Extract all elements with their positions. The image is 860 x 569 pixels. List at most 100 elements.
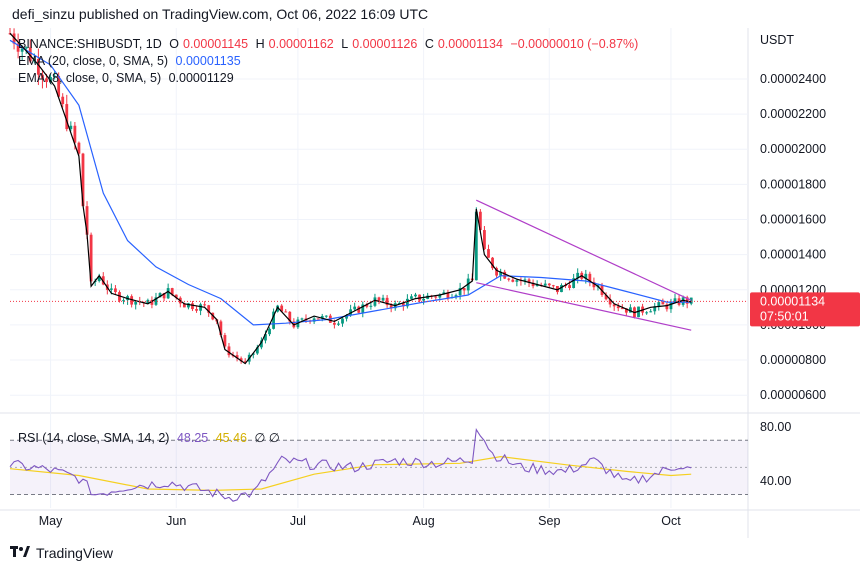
candle-body [515,280,519,282]
candle-body [665,304,669,310]
candle-body [377,297,381,301]
ema20-legend[interactable]: EMA (20, close, 0, SMA, 5) 0.00001135 [18,54,245,68]
candle-body [511,279,515,282]
candle-body [649,311,653,313]
candle-body [474,211,478,281]
candle-body [689,297,693,304]
candle-body [458,287,462,296]
candle-body [312,318,316,322]
price-tick-label: 0.00002000 [760,142,826,156]
rsi-flags: ∅ ∅ [254,431,280,445]
candle-body [154,297,158,305]
candle-body [624,308,628,313]
candle-body [454,295,458,298]
candle-body [320,316,324,319]
footer: TradingView [10,545,113,561]
candle-body [227,346,231,356]
candle-body [16,43,20,52]
candle-body [223,335,227,347]
ema8-legend[interactable]: EMA (8, close, 0, SMA, 5) 0.00001129 [18,71,238,85]
candle-body [491,257,494,269]
candle-body [300,318,304,320]
candle-body [560,285,563,293]
candle-body [53,75,57,78]
publish-header: defi_sinzu published on TradingView.com,… [12,6,429,22]
candle-body [681,297,685,305]
time-tick-label: May [39,514,63,528]
candle-body [604,294,608,300]
candle-body [45,78,48,83]
candle-body [612,304,616,307]
candle-body [264,334,267,341]
close-value: 0.00001134 [437,37,503,51]
change-value: −0.00000010 (−0.87%) [510,37,639,51]
candle-body [345,315,348,319]
candle-body [507,278,511,280]
candle-body [576,272,580,279]
candle-body [20,48,24,52]
candle-body [77,142,81,154]
candle-body [337,323,340,325]
candle-body [207,305,211,313]
rsi-legend[interactable]: RSI (14, close, SMA, 14, 2) 48.25 45.46 … [18,430,284,445]
price-tick-label: 0.00000600 [760,388,826,402]
symbol-label[interactable]: BINANCE:SHIBUSDT, 1D [18,37,162,51]
candle-body [41,74,44,79]
ohlc-legend: BINANCE:SHIBUSDT, 1D O 0.00001145 H 0.0000… [18,37,642,51]
candle-body [385,297,389,306]
candle-body [543,283,547,286]
candle-body [284,311,288,313]
candle-body [109,288,113,290]
candle-body [203,304,207,306]
rsi-sma-value: 45.46 [215,431,247,445]
candle-body [369,305,373,307]
last-price-badge [750,292,860,327]
candle-body [410,296,413,299]
candle-body [280,305,284,312]
candle-body [243,361,247,363]
wedge-lower-line [476,282,692,331]
footer-brand: TradingView [36,545,114,561]
candle-body [442,292,446,295]
candles-group [8,26,693,365]
candle-body [324,315,328,317]
candle-body [73,125,77,143]
candle-body [260,340,263,348]
candle-body [235,355,239,359]
ema20-line [9,39,692,326]
candle-body [588,273,592,282]
candle-body [166,288,170,299]
candle-body [81,153,85,207]
candle-body [556,285,559,293]
candle-body [653,306,657,312]
price-chart-svg[interactable]: 0.000006000.000008000.000010000.00001200… [0,26,860,538]
ema8-value: 0.00001129 [168,71,234,85]
candle-body [251,353,255,355]
candle-body [195,309,198,311]
candle-body [134,301,138,305]
candle-body [174,294,178,298]
candle-body [389,305,393,309]
price-tick-label: 0.00001600 [760,213,826,227]
chart-container[interactable]: 0.000006000.000008000.000010000.00001200… [0,26,860,538]
candle-body [531,282,535,287]
time-tick-label: Jun [166,514,186,528]
candle-body [316,318,320,320]
time-tick-label: Aug [412,514,434,528]
wedge-upper-line [476,199,692,301]
candle-body [551,285,555,287]
price-tick-label: 0.00000800 [760,353,826,367]
candle-body [446,292,450,299]
candle-body [669,301,673,310]
tradingview-logo-icon [10,545,30,561]
candle-body [483,230,486,250]
candle-body [499,271,503,276]
ema20-label: EMA (20, close, 0, SMA, 5) [18,54,169,68]
candle-body [97,276,101,282]
candle-body [572,278,576,289]
candle-body [219,321,223,336]
candle-body [268,328,271,335]
candle-body [191,303,194,310]
time-tick-label: Jul [290,514,306,528]
candle-body [478,211,482,231]
